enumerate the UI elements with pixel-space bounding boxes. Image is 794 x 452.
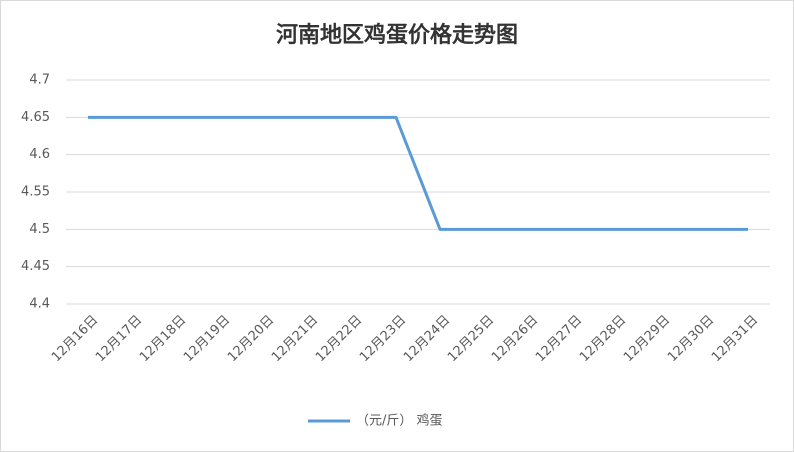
y-tick-label: 4.65 (21, 110, 50, 125)
y-tick-label: 4.5 (29, 222, 50, 237)
y-tick-label: 4.45 (21, 259, 50, 274)
y-tick-label: 4.7 (29, 73, 50, 88)
legend-label: （元/斤） 鸡蛋 (356, 413, 443, 429)
chart-title: 河南地区鸡蛋价格走势图 (276, 22, 518, 48)
y-tick-label: 4.4 (29, 297, 50, 312)
y-tick-label: 4.6 (29, 147, 50, 162)
data-line (88, 115, 748, 231)
y-tick-label: 4.55 (21, 185, 50, 200)
